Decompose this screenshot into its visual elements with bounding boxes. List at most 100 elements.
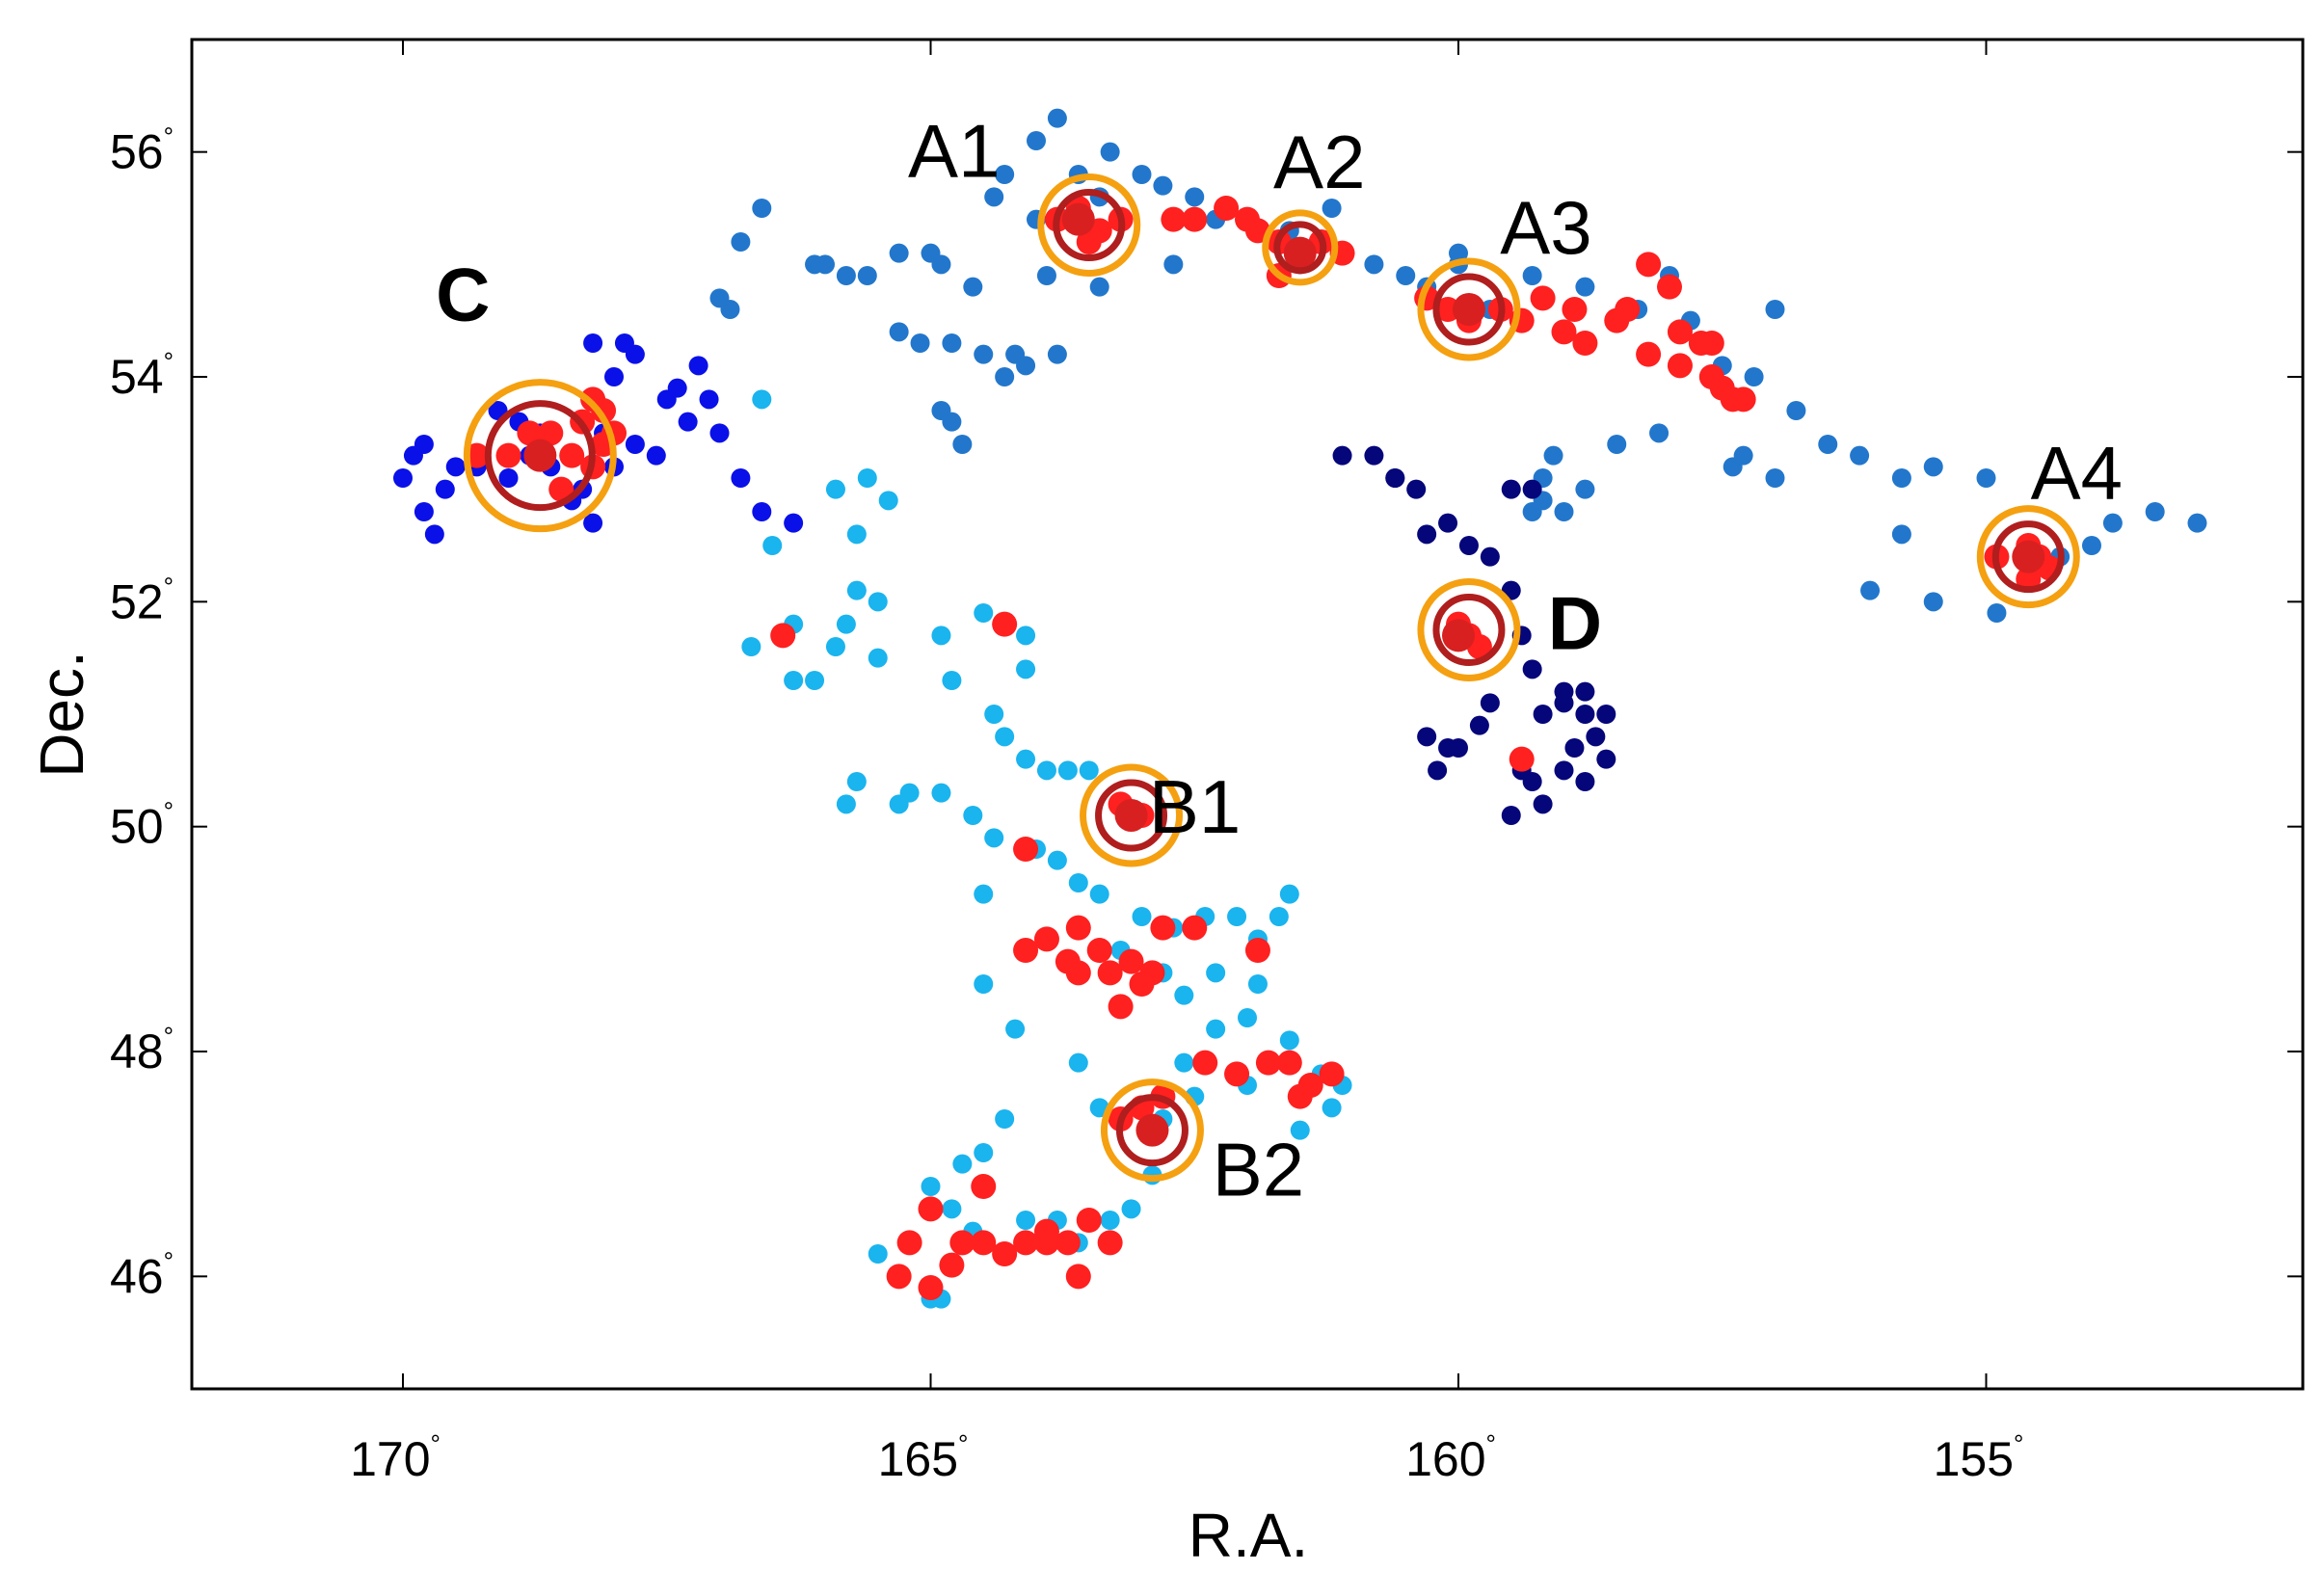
data-point (1428, 760, 1448, 781)
region-label-b2: B2 (1213, 1128, 1304, 1212)
region-label-b1: B1 (1149, 764, 1241, 849)
axis-ticks: 170° 165° 160° 155° 46° 48° 50° 52° 54° 56° (110, 40, 2303, 1486)
data-point (678, 412, 698, 432)
data-point (1016, 749, 1036, 769)
data-point (942, 671, 962, 690)
data-point (918, 1275, 944, 1300)
data-point (886, 1264, 912, 1290)
data-point (1005, 344, 1026, 364)
data-point (1923, 592, 1943, 612)
region-rings (463, 173, 2080, 1183)
data-point (1923, 457, 1943, 477)
data-point (1417, 524, 1437, 545)
data-point (1036, 266, 1056, 285)
data-point (625, 435, 645, 454)
data-point (1089, 277, 1109, 297)
data-point (1076, 229, 1102, 254)
region-label-a1: A1 (908, 109, 1000, 194)
data-point (1850, 445, 1870, 466)
data-point (1586, 727, 1606, 747)
data-point (1121, 1199, 1141, 1219)
data-point (857, 468, 877, 488)
data-point (1097, 1230, 1123, 1256)
data-point (464, 442, 490, 468)
y-tick-label: 52° (110, 572, 174, 628)
data-point (1730, 386, 1756, 413)
data-point (1033, 1230, 1059, 1256)
data-point (741, 637, 761, 656)
data-point (1733, 445, 1753, 466)
data-point (984, 828, 1004, 848)
data-point (1572, 331, 1598, 356)
region-label-c: C (436, 253, 490, 337)
data-point (995, 367, 1015, 386)
data-point (1047, 108, 1067, 128)
series-highlight (464, 196, 2063, 1300)
data-point (1607, 435, 1627, 454)
data-point (2082, 536, 2101, 555)
data-point (1182, 915, 1208, 941)
y-tick-label: 54° (110, 347, 174, 404)
data-point (931, 401, 951, 420)
data-point (1976, 468, 1996, 488)
data-point (1698, 331, 1724, 356)
data-point (1089, 884, 1109, 904)
data-point (1575, 705, 1595, 724)
data-point (1055, 1230, 1081, 1256)
data-point (878, 491, 898, 511)
data-point (1530, 285, 1556, 311)
data-point (1522, 659, 1542, 679)
region-ring-inner (1273, 221, 1327, 275)
data-point (2187, 513, 2207, 533)
data-point (1036, 760, 1056, 781)
data-point (445, 457, 466, 477)
data-point (1522, 266, 1542, 285)
data-point (805, 671, 825, 690)
data-point (1013, 1230, 1039, 1256)
data-point (1016, 1211, 1036, 1230)
data-point (731, 232, 751, 252)
data-point (1533, 794, 1553, 814)
data-point (942, 333, 962, 353)
data-point (1332, 445, 1352, 466)
data-point (1269, 907, 1289, 926)
data-point (995, 165, 1015, 184)
data-point (1214, 196, 1240, 221)
data-point (1322, 1098, 1342, 1118)
data-point (1438, 738, 1458, 758)
series-D-group (1332, 445, 1616, 825)
data-point (846, 772, 867, 791)
data-point (1564, 738, 1585, 758)
data-point (1554, 502, 1574, 521)
data-point (1247, 974, 1268, 994)
data-point (1554, 681, 1574, 702)
region-ring-inner (1053, 189, 1126, 261)
data-point (1765, 468, 1785, 488)
data-point (868, 1244, 888, 1264)
data-point (424, 524, 444, 545)
region-ring-outer (1037, 173, 1141, 277)
data-point (974, 974, 994, 994)
data-point (1765, 300, 1785, 319)
data-point (1079, 760, 1099, 781)
data-point (1364, 254, 1384, 275)
data-point (1290, 1120, 1310, 1140)
data-point (1016, 659, 1036, 679)
data-point (1452, 293, 1485, 326)
data-point (995, 1109, 1015, 1129)
y-tick-label: 46° (110, 1246, 174, 1303)
data-point (1891, 524, 1911, 545)
data-point (1396, 266, 1416, 285)
data-point (523, 439, 557, 472)
region-ring-inner (1432, 594, 1506, 666)
data-point (1276, 1050, 1302, 1076)
data-points (393, 108, 2207, 1309)
data-point (414, 502, 434, 521)
data-point (1139, 960, 1165, 986)
data-point (770, 623, 796, 649)
data-point (538, 420, 564, 446)
data-point (1255, 1050, 1281, 1076)
data-point (1055, 948, 1081, 974)
data-point (1636, 252, 1662, 278)
